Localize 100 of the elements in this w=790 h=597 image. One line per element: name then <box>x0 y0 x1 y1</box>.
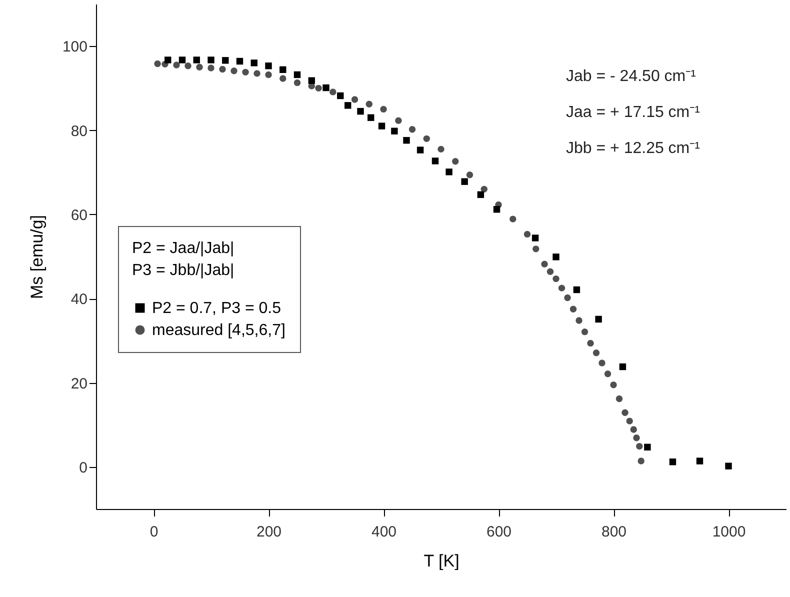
y-tick-label: 40 <box>70 291 88 308</box>
point <box>524 230 531 238</box>
legend-label: P2 = 0.7, P3 = 0.5 <box>152 300 282 317</box>
point <box>196 64 203 70</box>
point <box>532 246 540 252</box>
point <box>330 88 336 96</box>
point <box>546 268 554 275</box>
point <box>380 106 387 113</box>
point <box>558 284 566 292</box>
point <box>366 100 372 108</box>
point <box>408 126 416 133</box>
point <box>184 62 192 70</box>
annotation: Jaa = + 17.15 cm⁻¹ <box>566 104 700 121</box>
point <box>669 458 676 466</box>
point <box>626 418 633 424</box>
y-axis-title: Ms [emu/g] <box>27 214 46 300</box>
point <box>564 294 571 302</box>
point <box>622 409 628 416</box>
point <box>466 172 474 178</box>
y-tick-label: 100 <box>62 38 88 56</box>
point <box>219 66 226 73</box>
point <box>573 286 580 294</box>
point <box>344 102 352 109</box>
x-tick-label: 200 <box>256 524 282 540</box>
point <box>532 234 539 242</box>
point <box>322 84 330 92</box>
y-tick-label: 80 <box>70 122 88 140</box>
y-tick-label: 60 <box>70 206 88 224</box>
point <box>357 108 364 115</box>
y-tick-label: 20 <box>70 375 88 392</box>
x-tick-label: 1000 <box>712 524 746 540</box>
point <box>696 458 704 464</box>
point <box>446 168 452 176</box>
x-tick-label: 400 <box>371 524 397 540</box>
point <box>604 370 612 378</box>
point <box>265 71 272 78</box>
point <box>725 462 732 470</box>
point <box>438 146 444 153</box>
x-axis-title: T [K] <box>424 552 460 570</box>
point <box>294 71 301 78</box>
point <box>222 57 229 64</box>
point <box>193 56 200 64</box>
point <box>423 135 430 142</box>
point <box>541 260 548 268</box>
point <box>154 60 161 68</box>
point <box>595 316 602 323</box>
point <box>178 56 186 64</box>
point <box>480 186 488 193</box>
point <box>208 56 214 64</box>
point <box>254 70 260 77</box>
x-tick-label: 600 <box>486 524 512 540</box>
point <box>416 146 424 154</box>
point <box>552 254 560 260</box>
annotation: Jbb = + 12.25 cm⁻¹ <box>566 140 700 157</box>
y-tick-label: 0 <box>79 459 88 476</box>
point <box>633 434 640 442</box>
point <box>630 426 637 433</box>
point <box>592 350 600 356</box>
point <box>587 340 594 347</box>
point <box>315 84 322 92</box>
annotation: Jab = - 24.50 cm⁻¹ <box>566 68 696 85</box>
point <box>230 68 238 74</box>
point <box>280 75 286 82</box>
point <box>367 114 374 121</box>
point <box>280 66 286 74</box>
point <box>236 58 244 65</box>
point <box>242 68 249 76</box>
point <box>208 64 214 72</box>
point <box>477 191 484 198</box>
point <box>616 395 623 402</box>
x-tick-label: 0 <box>150 524 158 540</box>
point <box>598 360 606 366</box>
point <box>638 458 644 464</box>
point <box>294 79 301 86</box>
point <box>250 60 258 66</box>
legend-label: measured [4,5,6,7] <box>152 322 286 339</box>
point <box>552 275 560 282</box>
point <box>164 56 172 64</box>
point <box>510 216 516 222</box>
point <box>581 328 588 336</box>
point <box>432 158 439 164</box>
point <box>610 382 617 388</box>
point <box>395 117 402 124</box>
point <box>378 122 386 130</box>
point <box>265 62 272 70</box>
point <box>461 178 468 185</box>
point <box>308 77 315 84</box>
point <box>173 62 180 68</box>
point <box>619 363 626 370</box>
point <box>576 317 582 324</box>
point <box>391 128 398 134</box>
point <box>452 158 459 165</box>
x-tick-label: 800 <box>601 524 627 540</box>
point <box>351 96 358 103</box>
legend-title: P2 = Jaa/|Jab| P3 = Jbb/|Jab| <box>132 240 234 279</box>
point <box>493 206 500 213</box>
point <box>570 306 577 312</box>
point <box>337 92 344 100</box>
point <box>636 442 643 450</box>
point <box>644 444 651 450</box>
